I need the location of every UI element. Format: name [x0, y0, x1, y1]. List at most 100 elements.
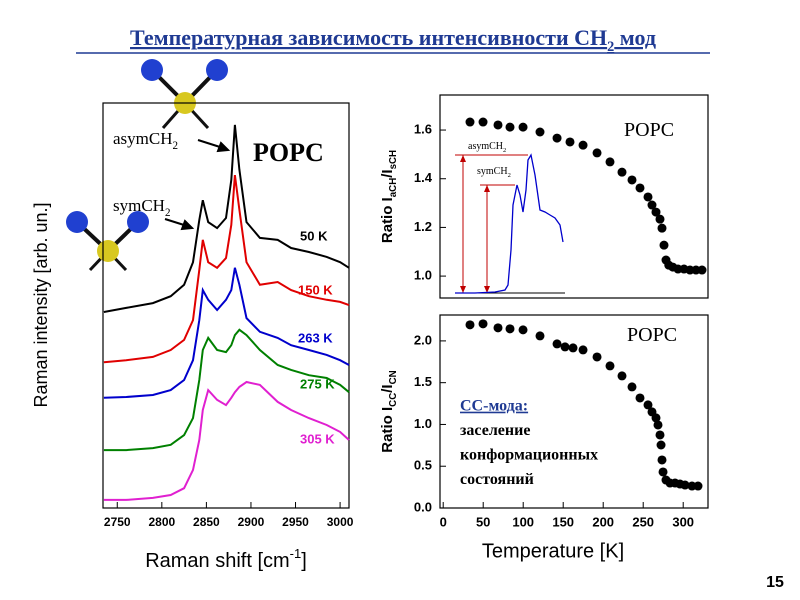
data-point	[643, 192, 653, 202]
note-line: конформационных	[460, 447, 598, 464]
x-tick-label: 2900	[238, 515, 265, 529]
inset-label-part: symCH	[477, 166, 508, 177]
y-axis-label-part: aCH	[388, 178, 399, 198]
slide-title-part: Температурная зависимость интенсивности …	[130, 25, 607, 50]
data-point	[478, 319, 488, 329]
annotation-part: 2	[165, 207, 171, 219]
data-point	[578, 345, 588, 355]
x-tick-label: 3000	[327, 515, 354, 529]
annotation: POPC	[624, 119, 674, 141]
x-tick-label: 2850	[193, 515, 220, 529]
annotation-part: POPC	[627, 324, 677, 346]
x-tick-label: 150	[552, 514, 574, 529]
y-axis-label-part: /I	[379, 384, 396, 392]
data-point	[560, 342, 570, 352]
data-point	[493, 323, 503, 333]
arrows	[164, 139, 231, 231]
series-label: 150 K	[298, 282, 333, 297]
data-point	[552, 133, 562, 143]
data-point	[505, 122, 515, 132]
data-point	[605, 361, 615, 371]
y-axis-label: Ratio ICC/ICN	[379, 370, 399, 452]
data-point	[617, 167, 627, 177]
data-point	[505, 324, 515, 334]
x-tick-label: 2950	[282, 515, 309, 529]
plot-frame	[439, 314, 709, 509]
data-point	[658, 467, 668, 477]
x-tick-label: 300	[672, 514, 694, 529]
y-axis-label-part: CC	[388, 393, 399, 407]
page-number: 15	[766, 574, 784, 591]
slide-title-part: 2	[607, 39, 614, 55]
inset-label-part: asymCH	[468, 141, 503, 152]
data-point	[493, 120, 503, 130]
x-axis-label: Raman shift [cm-1]	[145, 546, 307, 572]
y-axis-label: Raman intensity [arb. un.]	[31, 202, 51, 407]
annotation: symCH2	[113, 196, 171, 219]
data-point	[578, 140, 588, 150]
x-tick-label: 2750	[104, 515, 131, 529]
series-label: 275 K	[300, 376, 335, 391]
data-point	[697, 265, 707, 275]
data-point	[655, 214, 665, 224]
spectrum-line	[103, 328, 350, 452]
y-axis-label-part: CN	[388, 370, 399, 384]
data-point	[647, 200, 657, 210]
annotation-part: POPC	[253, 138, 324, 167]
annotation-part: symCH	[113, 196, 165, 215]
data-point	[659, 240, 669, 250]
inset-label: asymCH2	[468, 141, 506, 154]
data-point	[535, 127, 545, 137]
data-point	[617, 371, 627, 381]
x-axis-label-part: ]	[301, 550, 307, 572]
data-point	[680, 480, 690, 490]
spectrum-line	[103, 124, 350, 313]
data-point	[657, 223, 667, 233]
data-point	[518, 325, 528, 335]
data-point	[627, 382, 637, 392]
note-line: состояний	[460, 471, 534, 488]
x-tick-label: 100	[512, 514, 534, 529]
data-point	[651, 413, 661, 423]
data-point	[605, 157, 615, 167]
data-point	[552, 339, 562, 349]
data-point	[635, 183, 645, 193]
y-tick-label: 2.0	[414, 332, 432, 347]
y-axis-label-part: Ratio I	[379, 407, 396, 453]
y-axis-label-part: /I	[379, 169, 396, 177]
series-label: 263 K	[298, 330, 333, 345]
spectrum-line	[103, 267, 350, 399]
x-axis-label: Temperature [K]	[482, 540, 624, 562]
x-tick-label: 250	[632, 514, 654, 529]
data-point	[643, 400, 653, 410]
x-tick-label: 200	[592, 514, 614, 529]
y-tick-label: 1.6	[414, 121, 432, 136]
data-point	[592, 148, 602, 158]
series-label: 305 K	[300, 431, 335, 446]
data-point	[627, 175, 637, 185]
y-tick-label: 1.0	[414, 268, 432, 283]
x-tick-label: 0	[440, 514, 447, 529]
molecule-bottom	[66, 211, 149, 272]
annotation-part: 2	[173, 140, 179, 152]
data-point	[653, 420, 663, 430]
note-heading: CC-мода:	[460, 398, 528, 415]
y-tick-label: 1.5	[414, 374, 432, 389]
molecule-top	[141, 59, 228, 130]
y-axis-label-part: sCH	[388, 150, 399, 170]
y-tick-label: 1.2	[414, 219, 432, 234]
annotation-part: asymCH	[113, 129, 173, 148]
inset-label: symCH2	[477, 166, 511, 179]
y-tick-label: 0.5	[414, 458, 432, 473]
annotation-part: POPC	[624, 119, 674, 141]
y-axis-label: Ratio IaCH/IsCH	[379, 150, 399, 243]
data-point	[656, 440, 666, 450]
y-tick-label: 1.0	[414, 416, 432, 431]
inset-guides	[455, 154, 528, 293]
annotation: POPC	[253, 138, 324, 167]
plot-frame	[102, 102, 350, 509]
spectrum-line	[103, 174, 350, 364]
annotation: POPC	[627, 324, 677, 346]
slide-title-part: мод	[614, 25, 656, 50]
